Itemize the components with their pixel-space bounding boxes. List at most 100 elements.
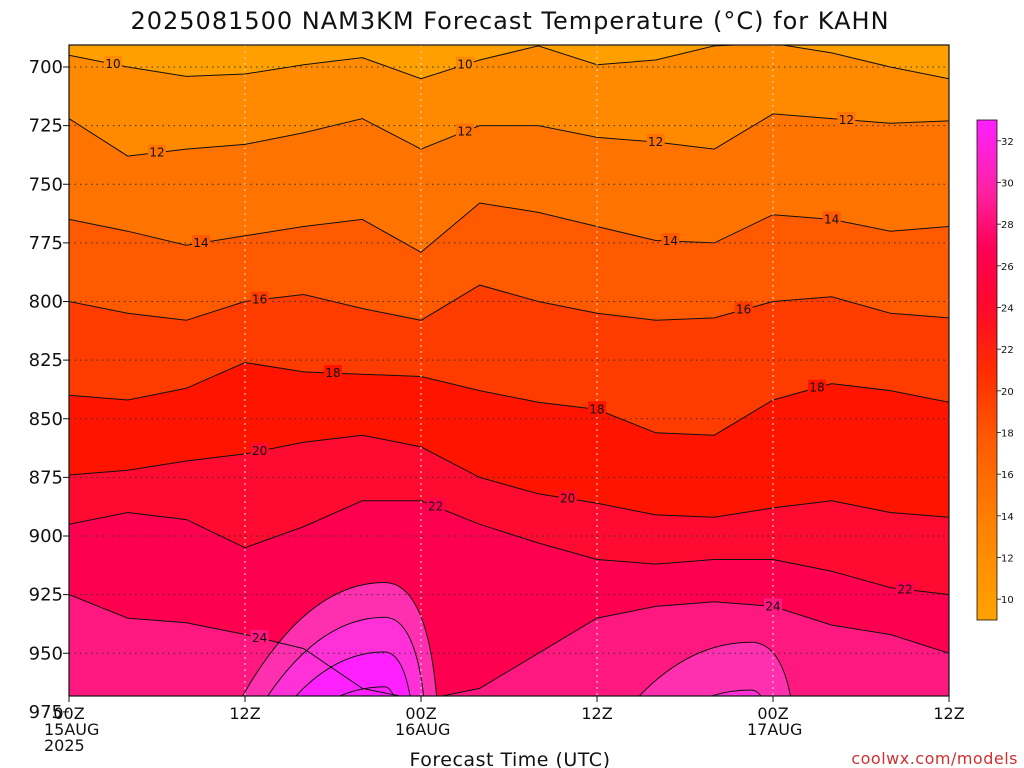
ground-speckle bbox=[349, 723, 361, 726]
isotherm-label: 14 bbox=[824, 212, 839, 226]
isotherm-label: 18 bbox=[589, 402, 604, 416]
isotherm-label-bg bbox=[250, 291, 269, 307]
x-tick-label: 12Z bbox=[581, 704, 612, 723]
y-tick-label: 800 bbox=[29, 292, 63, 313]
isotherm-label: 12 bbox=[457, 124, 472, 138]
isotherm-label: 16 bbox=[252, 293, 267, 307]
colorbar-tick-label: 28 bbox=[1001, 220, 1014, 231]
colorbar-tick-label: 16 bbox=[1001, 470, 1014, 481]
colorbar-tick-label: 18 bbox=[1001, 429, 1014, 440]
ground-speckle bbox=[247, 723, 259, 726]
colorbar-tick-label: 24 bbox=[1001, 304, 1014, 315]
ground-speckle bbox=[859, 723, 871, 726]
isotherm-label: 10 bbox=[105, 57, 120, 71]
temperature-bands bbox=[69, 45, 949, 696]
ground-speckle bbox=[893, 723, 905, 726]
x-tick-label: 16AUG bbox=[395, 720, 450, 739]
ground-speckle bbox=[111, 723, 123, 726]
isotherm-20 bbox=[69, 434, 949, 518]
warm-bulge-0-isotherm-32 bbox=[338, 686, 395, 696]
isotherm-label-bg bbox=[250, 630, 269, 646]
x-tick-label: 2025 bbox=[44, 736, 85, 755]
ground-speckle bbox=[315, 723, 327, 726]
ground-speckle bbox=[485, 723, 497, 726]
isotherm-22 bbox=[69, 500, 949, 596]
isotherm-label-bg bbox=[192, 234, 210, 250]
ground-speckle bbox=[213, 723, 225, 726]
isotherm-label: 24 bbox=[252, 631, 267, 645]
isotherm-10 bbox=[69, 45, 949, 80]
isotherm-label-bg bbox=[104, 56, 122, 72]
surface-warm-bulges bbox=[242, 581, 791, 696]
x-tick-label: 12Z bbox=[229, 704, 260, 723]
isotherm-label: 12 bbox=[839, 113, 854, 127]
ground-terrain bbox=[77, 723, 939, 726]
isotherm-label-bg bbox=[588, 401, 606, 417]
isotherm-label-bg bbox=[426, 498, 445, 514]
isotherm-label-bg bbox=[558, 490, 577, 506]
isotherm-label-bg bbox=[646, 134, 665, 150]
colorbar-tick-label: 32 bbox=[1001, 137, 1014, 148]
credit-text: coolwx.com/models bbox=[851, 749, 1018, 768]
isotherm-18 bbox=[69, 361, 949, 436]
ground-speckle bbox=[383, 723, 395, 726]
colorbar-tick-label: 14 bbox=[1001, 512, 1014, 523]
isotherm-label: 10 bbox=[457, 58, 472, 72]
isotherm-label-bg bbox=[324, 365, 342, 381]
colorbar bbox=[976, 119, 998, 621]
y-tick-label: 925 bbox=[29, 585, 63, 606]
y-tick-label: 975 bbox=[29, 702, 63, 723]
ground-speckle bbox=[179, 723, 191, 726]
isotherm-label-bg bbox=[808, 379, 826, 395]
colorbar-ticks: 10 12 14 16 18 20 22 24 26 28 30 32 bbox=[997, 137, 1014, 606]
ground-speckle bbox=[519, 723, 531, 726]
isotherm-label-bg bbox=[148, 144, 166, 160]
isotherm-label-bg bbox=[896, 581, 914, 597]
isotherm-label: 12 bbox=[648, 135, 663, 149]
isotherm-label-bg bbox=[456, 56, 474, 72]
warm-bulge-1-isotherm-26 bbox=[638, 641, 791, 696]
isotherm-label: 20 bbox=[560, 491, 575, 505]
gridlines bbox=[69, 45, 949, 696]
y-tick-label: 700 bbox=[29, 57, 63, 78]
ground-speckle bbox=[621, 723, 633, 726]
plot-frame bbox=[68, 44, 950, 697]
x-axis-label: Forecast Time (UTC) bbox=[410, 749, 611, 768]
isotherm-label: 18 bbox=[809, 381, 824, 395]
isotherm-label: 14 bbox=[663, 234, 678, 248]
isotherm-lines bbox=[69, 45, 949, 696]
ground-speckle bbox=[723, 723, 735, 726]
y-tick-label: 900 bbox=[29, 526, 63, 547]
ground-speckle bbox=[927, 723, 939, 726]
ground-speckle bbox=[553, 723, 565, 726]
isotherm-label: 14 bbox=[193, 236, 208, 250]
isotherm-label-bg bbox=[764, 598, 782, 614]
x-tick-label: 15AUG bbox=[44, 720, 99, 739]
x-tick-label: 12Z bbox=[933, 704, 964, 723]
colorbar-tick-label: 30 bbox=[1001, 179, 1014, 190]
colorbar-tick-label: 20 bbox=[1001, 387, 1014, 398]
isotherm-label: 18 bbox=[325, 366, 340, 380]
isotherm-label-bg bbox=[734, 301, 753, 317]
x-tick-label: 00Z bbox=[405, 704, 436, 723]
x-tick-label: 00Z bbox=[53, 704, 84, 723]
ground-speckle bbox=[281, 723, 293, 726]
isotherm-label: 12 bbox=[149, 146, 164, 160]
isotherm-label-bg bbox=[250, 442, 269, 458]
y-tick-label: 750 bbox=[29, 174, 63, 195]
ground-speckle bbox=[587, 723, 599, 726]
colorbar-tick-label: 12 bbox=[1001, 554, 1014, 565]
isotherm-14 bbox=[69, 202, 949, 253]
colorbar-ramp bbox=[976, 119, 998, 621]
ground-speckle bbox=[825, 723, 837, 726]
colorbar-tick-label: 22 bbox=[1001, 345, 1014, 356]
isotherm-label: 22 bbox=[897, 582, 912, 596]
isotherm-labels: 10 10 12 12 12 12 14 14 14 16 16 18 18 18 20 20 22 22 24 24 bbox=[104, 56, 914, 646]
chart-title: 2025081500 NAM3KM Forecast Temperature (… bbox=[130, 7, 889, 35]
y-tick-label: 875 bbox=[29, 467, 63, 488]
ground-speckle bbox=[451, 723, 463, 726]
x-tick-label: 17AUG bbox=[747, 720, 802, 739]
isotherm-label-bg bbox=[661, 233, 680, 249]
